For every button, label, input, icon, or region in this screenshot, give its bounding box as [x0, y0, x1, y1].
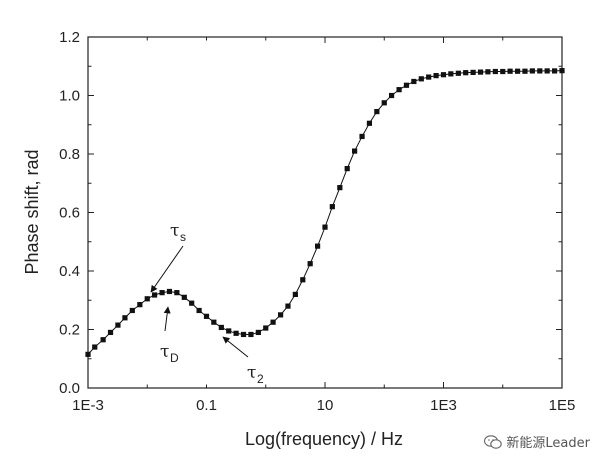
data-point: [85, 351, 91, 357]
annotations: τ s τ D τ 2: [150, 221, 264, 386]
data-point: [485, 69, 491, 75]
y-tick-label: 1.2: [59, 29, 80, 46]
data-point: [166, 288, 173, 295]
data-point: [255, 329, 261, 336]
anno-tau-s-sub: s: [180, 230, 186, 244]
y-tick-label: 1.0: [59, 88, 80, 105]
data-point: [448, 71, 454, 77]
data-point: [240, 331, 247, 338]
data-point: [463, 70, 469, 76]
data-point: [322, 224, 328, 230]
data-point: [507, 68, 513, 74]
y-tick-label: 0.6: [59, 205, 80, 222]
data-point: [129, 307, 135, 314]
data-point: [196, 307, 202, 314]
data-point: [292, 291, 298, 297]
data-point: [233, 330, 239, 336]
data-point: [270, 319, 276, 325]
data-point: [263, 325, 269, 331]
data-point: [403, 82, 410, 88]
data-point: [381, 100, 387, 106]
data-point: [455, 70, 461, 76]
arrow-tau-d: [163, 306, 171, 332]
data-point: [115, 322, 121, 328]
data-point: [344, 166, 350, 172]
data-point: [352, 148, 358, 154]
x-axis-title: Log(frequency) / Hz: [245, 429, 403, 449]
data-point: [314, 243, 321, 249]
data-point: [277, 312, 284, 318]
data-point: [248, 331, 254, 338]
data-point: [411, 78, 417, 85]
arrow-tau-2: [222, 336, 249, 358]
y-axis-title: Phase shift, rad: [22, 149, 42, 274]
data-point: [522, 68, 528, 74]
plot-frame: [87, 36, 563, 389]
data-point: [285, 303, 291, 309]
data-point: [144, 296, 150, 302]
data-point: [100, 337, 106, 343]
data-point: [374, 108, 380, 115]
data-curve: [87, 70, 563, 355]
data-point: [492, 68, 498, 75]
y-tick-label: 0.2: [59, 322, 80, 339]
anno-tau-2-sub: 2: [257, 372, 264, 386]
data-point: [181, 294, 187, 300]
y-tick-label: 0.4: [59, 263, 80, 280]
data-point: [388, 92, 395, 99]
data-point: [307, 261, 313, 267]
arrow-tau-s: [150, 245, 184, 293]
watermark-text: 新能源Leader: [506, 436, 590, 451]
data-point: [189, 300, 195, 306]
data-point: [529, 68, 535, 74]
anno-tau-d-sub: D: [170, 351, 179, 365]
data-point: [137, 302, 143, 308]
data-point: [440, 72, 447, 78]
data-point: [559, 68, 565, 74]
data-point: [107, 329, 114, 336]
data-point: [426, 74, 432, 80]
data-point: [433, 73, 439, 79]
data-point: [300, 277, 306, 283]
plot-axes: 1E-3 0.1 10 1E3 1E5 0.0 0.2 0.4 0.6 0.8 1.0 1.2: [59, 29, 575, 414]
data-point: [514, 68, 521, 74]
data-point: [211, 319, 217, 325]
data-point: [359, 133, 365, 140]
wechat-icon: [484, 434, 503, 449]
x-tick-label: 1E5: [549, 397, 576, 414]
anno-tau-d-symbol: τ: [160, 342, 169, 362]
data-point: [337, 185, 343, 191]
x-tick-label: 0.1: [196, 397, 217, 414]
y-tick-label: 0.8: [59, 146, 80, 163]
data-point: [544, 68, 550, 74]
x-tick-label: 10: [317, 397, 334, 414]
data-point: [551, 68, 558, 74]
data-point: [329, 204, 335, 210]
anno-tau-s-symbol: τ: [170, 221, 179, 241]
y-tick-label: 0.0: [59, 380, 80, 397]
data-points: [85, 68, 565, 357]
data-point: [396, 87, 402, 93]
data-point: [203, 313, 210, 319]
data-point: [151, 292, 158, 298]
data-point: [174, 290, 180, 296]
data-point: [477, 69, 484, 75]
x-tick-label: 1E-3: [72, 397, 104, 414]
data-point: [470, 69, 476, 75]
data-point: [418, 76, 424, 82]
data-point: [218, 324, 224, 331]
x-tick-label: 1E3: [430, 397, 457, 414]
series-line: [87, 70, 563, 355]
anno-tau-2-symbol: τ: [247, 363, 256, 383]
watermark: 新能源Leader: [484, 432, 590, 451]
data-point: [500, 68, 506, 75]
data-point: [366, 120, 373, 126]
data-point: [92, 344, 98, 350]
data-point: [537, 68, 543, 74]
data-point: [159, 290, 165, 296]
data-point: [226, 328, 232, 334]
data-point: [122, 315, 128, 321]
